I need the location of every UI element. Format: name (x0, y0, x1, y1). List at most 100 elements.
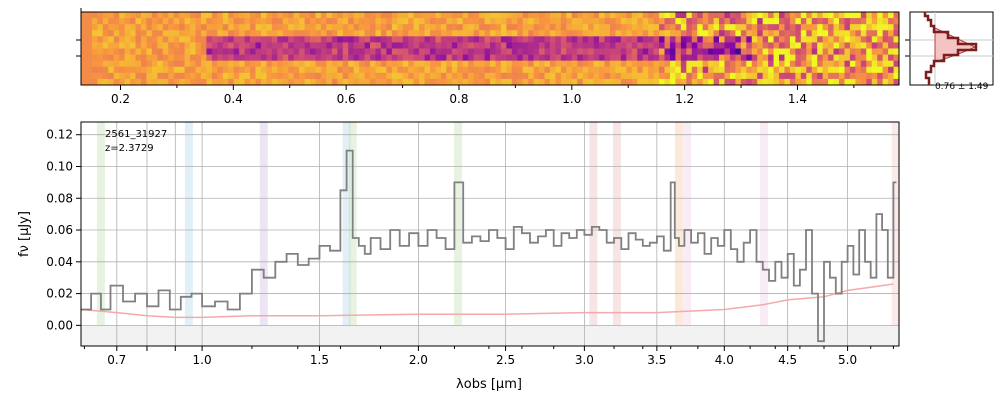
heatmap-cell (81, 60, 87, 68)
heatmap-cell (473, 48, 480, 55)
heatmap-cell (108, 18, 115, 25)
heatmap-cell (789, 12, 796, 19)
heatmap-cell (746, 24, 753, 31)
heatmap-cell (860, 18, 867, 25)
heatmap-cell (686, 36, 693, 43)
heatmap-cell (533, 18, 540, 25)
heatmap-cell (195, 36, 202, 43)
heatmap-cell (375, 24, 382, 31)
flux-point (717, 245, 719, 247)
flux-point (339, 189, 341, 191)
heatmap-cell (806, 66, 813, 74)
heatmap-cell (353, 18, 360, 25)
heatmap-cell (506, 18, 513, 25)
heatmap-cell (239, 66, 245, 74)
heatmap-cell (271, 36, 278, 43)
heatmap-cell (146, 18, 153, 25)
heatmap-cell (331, 66, 338, 74)
x-tick-label: 1.2 (675, 92, 694, 106)
heatmap-cell (599, 66, 605, 74)
heatmap-cell (462, 30, 469, 37)
heatmap-cell (631, 78, 638, 86)
heatmap-cell (708, 72, 714, 80)
heatmap-cell (97, 54, 104, 61)
heatmap-cell (844, 12, 851, 19)
heatmap-cell (97, 78, 104, 86)
heatmap-cell (866, 36, 873, 43)
heatmap-cell (239, 30, 245, 37)
heatmap-cell (768, 48, 774, 55)
heatmap-cell (577, 78, 583, 86)
heatmap-cell (533, 36, 540, 43)
heatmap-cell (839, 18, 845, 25)
heatmap-cell (528, 54, 534, 61)
heatmap-cell (713, 18, 720, 25)
heatmap-cell (157, 48, 164, 55)
flux-point (553, 245, 555, 247)
heatmap-cell (451, 72, 458, 80)
heatmap-cell (419, 72, 425, 80)
heatmap-cell (773, 60, 780, 68)
heatmap-cell (795, 66, 802, 74)
y-tick-label: 0.06 (46, 223, 73, 237)
flux-point (479, 240, 481, 242)
heatmap-cell (282, 60, 289, 68)
heatmap-cell (500, 12, 507, 19)
heatmap-cell (691, 30, 698, 37)
heatmap-cell (871, 54, 878, 61)
heatmap-cell (386, 36, 393, 43)
heatmap-cell (162, 54, 169, 61)
heatmap-cell (615, 78, 622, 86)
heatmap-cell (675, 42, 682, 49)
heatmap-cell (288, 54, 294, 61)
heatmap-cell (179, 18, 185, 25)
heatmap-cell (642, 18, 649, 25)
heatmap-cell (277, 78, 284, 86)
heatmap-cell (855, 12, 862, 19)
heatmap-cell (631, 66, 638, 74)
heatmap-cell (544, 78, 551, 86)
heatmap-cell (637, 48, 643, 55)
heatmap-cell (130, 66, 136, 74)
heatmap-cell (91, 36, 98, 43)
heatmap-cell (528, 30, 534, 37)
heatmap-cell (359, 24, 365, 31)
heatmap-cell (430, 18, 436, 25)
heatmap-cell (375, 12, 382, 19)
heatmap-cell (408, 42, 414, 49)
heatmap-cell (795, 36, 802, 43)
flux-point (146, 305, 148, 307)
heatmap-cell (304, 54, 311, 61)
heatmap-cell (500, 72, 507, 80)
heatmap-cell (446, 54, 453, 61)
heatmap-cell (97, 36, 104, 43)
heatmap-cell (691, 60, 698, 68)
heatmap-cell (140, 42, 147, 49)
heatmap-cell (375, 48, 382, 55)
heatmap-cell (828, 48, 834, 55)
heatmap-cell (566, 72, 573, 80)
heatmap-cell (288, 30, 294, 37)
heatmap-cell (653, 48, 660, 55)
heatmap-cell (708, 42, 714, 49)
heatmap-cell (648, 66, 654, 74)
heatmap-cell (599, 30, 605, 37)
heatmap-cell (479, 54, 485, 61)
heatmap-cell (419, 12, 425, 19)
heatmap-cell (424, 60, 431, 68)
heatmap-cell (522, 12, 529, 19)
heatmap-cell (299, 66, 305, 74)
heatmap-cell (811, 66, 818, 74)
heatmap-cell (740, 30, 747, 37)
heatmap-cell (97, 18, 104, 25)
heatmap-cell (413, 78, 420, 86)
heatmap-cell (119, 42, 125, 49)
heatmap-cell (211, 78, 218, 86)
heatmap-cell (140, 66, 147, 74)
heatmap-cell (195, 42, 202, 49)
heatmap-cell (849, 24, 856, 31)
heatmap-cell (315, 30, 322, 37)
heatmap-cell (228, 72, 234, 80)
heatmap-cell (560, 48, 567, 55)
heatmap-cell (200, 78, 207, 86)
